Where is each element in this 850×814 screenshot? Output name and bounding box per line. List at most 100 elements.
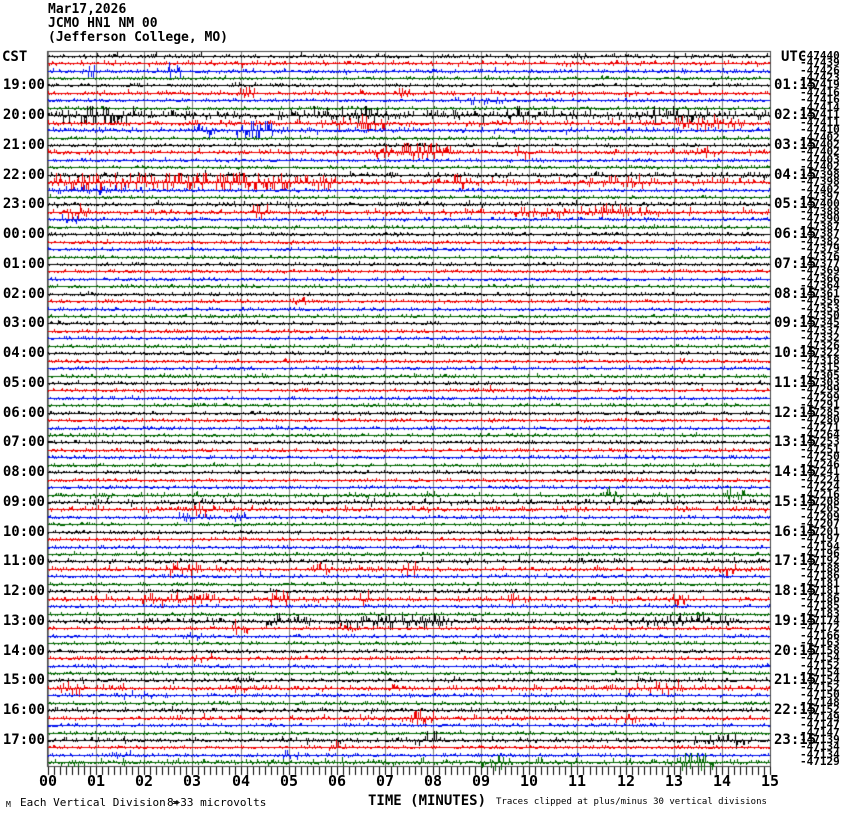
trace-offset-value: -47398: [800, 175, 840, 188]
trace-offset-value: -47299: [800, 383, 840, 396]
trace-offset-value: -47196: [800, 547, 840, 560]
trace-offset-value: -47382: [800, 235, 840, 248]
cst-hour-label: 21:00: [2, 137, 45, 153]
cst-hour-label: 19:00: [2, 77, 45, 93]
trace-offset-value: -47419: [800, 78, 840, 91]
trace-offset-value: -47390: [800, 212, 840, 225]
trace-offset-value: -47402: [800, 183, 840, 196]
utc-hour-label: 23:15: [774, 732, 817, 748]
cst-hour-label: 14:00: [2, 643, 45, 659]
cst-hour-label: 08:00: [2, 464, 45, 480]
utc-hour-label: 04:15: [774, 167, 817, 183]
cst-hour-label: 04:00: [2, 345, 45, 361]
x-tick-label: 14: [712, 772, 732, 790]
utc-hour-label: 21:15: [774, 672, 817, 688]
title-station: JCMO HN1 NM 00: [48, 16, 158, 31]
trace-offset-value: -47166: [800, 629, 840, 642]
trace-offset-value: -47253: [800, 435, 840, 448]
utc-hour-label: 05:15: [774, 196, 817, 212]
trace-offset-value: -47208: [800, 495, 840, 508]
utc-hour-label: 11:15: [774, 375, 817, 391]
cst-hour-label: 16:00: [2, 702, 45, 718]
cst-hour-label: 01:00: [2, 256, 45, 272]
x-tick-label: 02: [134, 772, 154, 790]
trace-offset-value: -47181: [800, 577, 840, 590]
watermark-glyph: M: [6, 800, 11, 809]
trace-offset-value: -47364: [800, 279, 840, 292]
x-tick-label: 08: [423, 772, 443, 790]
x-tick-label: 15: [760, 772, 780, 790]
trace-offset-value: -47154: [800, 651, 840, 664]
trace-offset-value: -47152: [800, 681, 840, 694]
x-tick-label: 05: [279, 772, 299, 790]
trace-offset-value: -47426: [800, 64, 840, 77]
clip-note: Traces clipped at plus/minus 30 vertical…: [496, 797, 767, 807]
utc-axis-label: UTC: [781, 49, 807, 65]
trace-offset-value: -47361: [800, 287, 840, 300]
title-date: Mar17,2026: [48, 2, 127, 17]
trace-offset-value: -47376: [800, 250, 840, 263]
trace-offset-value: -47414: [800, 101, 840, 114]
utc-hour-label: 07:15: [774, 256, 817, 272]
trace-offset-value: -47398: [800, 168, 840, 181]
utc-hour-label: 15:15: [774, 494, 817, 510]
cst-hour-label: 13:00: [2, 613, 45, 629]
utc-hour-label: 19:15: [774, 613, 817, 629]
utc-hour-label: 13:15: [774, 434, 817, 450]
trace-offset-value: -47305: [800, 369, 840, 382]
trace-offset-value: -47411: [800, 108, 840, 121]
trace-offset-value: -47192: [800, 554, 840, 567]
trace-offset-value: -47318: [800, 354, 840, 367]
trace-offset-value: -47291: [800, 398, 840, 411]
x-tick-label: 06: [327, 772, 347, 790]
trace-offset-value: -47387: [800, 220, 840, 233]
trace-offset-value: -47186: [800, 592, 840, 605]
utc-hour-label: 03:15: [774, 137, 817, 153]
x-tick-label: 00: [38, 772, 58, 790]
utc-hour-label: 10:15: [774, 345, 817, 361]
x-axis-title: TIME (MINUTES): [368, 793, 487, 809]
cst-hour-label: 23:00: [2, 196, 45, 212]
trace-offset-value: -47299: [800, 391, 840, 404]
utc-hour-label: 01:15: [774, 77, 817, 93]
cst-hour-label: 05:00: [2, 375, 45, 391]
trace-offset-value: -47403: [800, 153, 840, 166]
trace-offset-value: -47172: [800, 621, 840, 634]
trace-offset-value: -47315: [800, 361, 840, 374]
trace-offset-value: -47147: [800, 726, 840, 739]
x-tick-label: 01: [86, 772, 106, 790]
utc-hour-label: 17:15: [774, 553, 817, 569]
cst-hour-label: 07:00: [2, 434, 45, 450]
trace-offset-value: -47264: [800, 428, 840, 441]
trace-offset-value: -47416: [800, 86, 840, 99]
cst-hour-label: 10:00: [2, 524, 45, 540]
x-tick-label: 11: [567, 772, 587, 790]
cst-hour-label: 09:00: [2, 494, 45, 510]
trace-offset-value: -47285: [800, 406, 840, 419]
utc-hour-label: 20:15: [774, 643, 817, 659]
x-tick-label: 09: [471, 772, 491, 790]
trace-offset-value: -47224: [800, 473, 840, 486]
trace-offset-value: -47440: [800, 49, 840, 62]
trace-offset-value: -47423: [800, 71, 840, 84]
trace-offset-value: -47205: [800, 502, 840, 515]
cst-hour-label: 00:00: [2, 226, 45, 242]
trace-offset-value: -47154: [800, 666, 840, 679]
trace-offset-value: -47152: [800, 703, 840, 716]
trace-offset-value: -47174: [800, 614, 840, 627]
trace-offset-value: -47181: [800, 584, 840, 597]
cst-hour-label: 02:00: [2, 286, 45, 302]
trace-offset-value: -47271: [800, 421, 840, 434]
trace-offset-value: -47150: [800, 688, 840, 701]
trace-offset-value: -47152: [800, 659, 840, 672]
trace-offset-value: -47400: [800, 197, 840, 210]
trace-offset-value: -47207: [800, 517, 840, 530]
x-tick-label: 13: [664, 772, 684, 790]
trace-offset-value: -47280: [800, 413, 840, 426]
trace-offset-value: -47402: [800, 138, 840, 151]
x-tick-label: 03: [182, 772, 202, 790]
cst-hour-label: 15:00: [2, 672, 45, 688]
cst-hour-label: 22:00: [2, 167, 45, 183]
trace-offset-value: -47377: [800, 257, 840, 270]
